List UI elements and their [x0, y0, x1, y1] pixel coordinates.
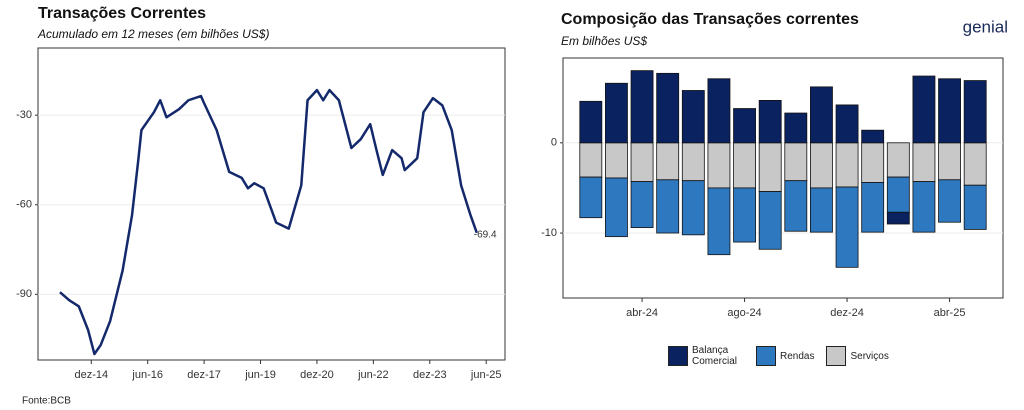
bar-segment — [835, 104, 859, 144]
x-tick-label: abr-24 — [626, 307, 658, 319]
x-tick-label: jun-16 — [131, 369, 163, 381]
legend: Balança Comercial Rendas Serviços — [668, 345, 889, 367]
y-tick-label: -60 — [16, 199, 32, 211]
x-tick-label: abr-25 — [934, 307, 966, 319]
bar-segment — [758, 191, 782, 250]
x-tick-label: dez-20 — [300, 369, 334, 381]
x-tick-label: dez-17 — [187, 369, 221, 381]
bar-segment — [630, 142, 654, 183]
bar-segment — [963, 80, 987, 144]
bar-segment — [938, 179, 961, 223]
legend-swatch — [826, 346, 847, 366]
x-tick-label: dez-14 — [74, 369, 108, 381]
bar-segment — [656, 72, 680, 144]
y-tick-label: -90 — [16, 288, 32, 300]
chart-subtitle: Em bilhões US$ — [561, 34, 647, 48]
bar-segment — [886, 176, 910, 213]
chart-subtitle: Acumulado em 12 meses (em bilhões US$) — [37, 27, 269, 41]
bar-segment — [707, 78, 731, 144]
bar-segment — [963, 184, 987, 230]
line — [59, 88, 478, 356]
bar-segment — [810, 187, 833, 233]
bar-segment — [784, 180, 808, 232]
y-tick-label: -10 — [541, 227, 557, 239]
bar-segment — [579, 176, 603, 219]
bar-segment — [656, 142, 680, 181]
bar-segment — [733, 108, 756, 144]
plot-panel — [37, 47, 506, 361]
bar-segment — [810, 86, 833, 144]
x-tick-label: jun-19 — [244, 369, 276, 381]
bar-segment — [938, 142, 961, 181]
bar-segment — [912, 142, 936, 183]
bar-segment — [861, 142, 885, 183]
legend-item: Balança Comercial — [668, 345, 744, 367]
legend-label: Serviços — [850, 350, 889, 362]
bar-segment — [630, 70, 654, 144]
bar-segment — [861, 182, 885, 233]
x-tick-label: ago-24 — [727, 307, 761, 319]
bar-segment — [707, 142, 731, 189]
y-tick-label: -30 — [16, 109, 32, 121]
source: Fonte:BCB — [22, 396, 71, 407]
bar-segment — [681, 90, 705, 144]
bar-segment — [784, 142, 808, 182]
bar-segment — [963, 142, 987, 186]
bar-segment — [605, 142, 628, 179]
bar-segment — [605, 177, 628, 238]
bar-segment — [605, 82, 628, 144]
bar-segment — [835, 186, 859, 268]
bar-segment — [630, 181, 654, 229]
legend-item: Serviços — [826, 346, 889, 366]
bar-segment — [912, 181, 936, 233]
bar-segment — [579, 142, 603, 178]
legend-swatch — [668, 346, 688, 366]
bar-segment — [886, 142, 910, 178]
legend-swatch — [756, 346, 776, 366]
bar-segment — [707, 187, 731, 256]
bar-segment — [835, 142, 859, 188]
x-tick-label: jun-22 — [357, 369, 389, 381]
bar-segment — [912, 75, 936, 144]
bar-segment — [681, 142, 705, 182]
legend-label: Balança Comercial — [692, 345, 738, 367]
bar-segment — [681, 180, 705, 236]
bar-segment — [886, 211, 910, 225]
legend-label: Rendas — [780, 350, 815, 362]
logo: genial — [963, 17, 1008, 36]
bar-segment — [758, 142, 782, 192]
x-tick-label: jun-25 — [470, 369, 502, 381]
plot-panel — [562, 57, 1004, 299]
bar-segment — [861, 129, 885, 144]
y-tick-label: 0 — [551, 137, 557, 149]
legend-item: Rendas — [756, 346, 814, 366]
bar-segment — [733, 142, 756, 189]
x-tick-label: dez-24 — [830, 307, 864, 319]
bar-segment — [579, 100, 603, 144]
bar-segment — [810, 142, 833, 189]
bar-segment — [758, 100, 782, 144]
chart-title: Transações Correntes — [38, 5, 206, 22]
chart-title: Composição das Transações correntes — [561, 11, 859, 28]
x-tick-label: dez-23 — [413, 369, 447, 381]
bar-segment — [733, 187, 756, 243]
end-label: -69.4 — [474, 229, 497, 240]
bar-segment — [784, 112, 808, 144]
bar-segment — [656, 179, 680, 234]
bar-segment — [938, 78, 961, 144]
